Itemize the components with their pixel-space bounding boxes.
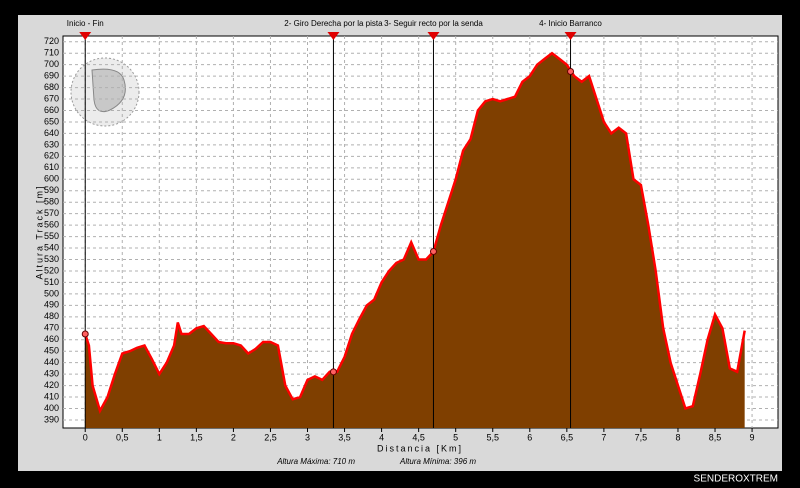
y-tick-label: 440 bbox=[44, 357, 59, 367]
y-tick-label: 470 bbox=[44, 323, 59, 333]
elevation-line bbox=[84, 51, 746, 415]
waypoint-marker bbox=[81, 330, 89, 338]
y-tick-label: 700 bbox=[44, 59, 59, 69]
y-tick-label: 450 bbox=[44, 346, 59, 356]
y-tick-label: 640 bbox=[44, 128, 59, 138]
y-tick-label: 420 bbox=[44, 380, 59, 390]
y-tick-label: 530 bbox=[44, 254, 59, 264]
x-tick-label: 0 bbox=[83, 432, 88, 442]
y-tick-label: 510 bbox=[44, 277, 59, 287]
waypoint-marker bbox=[567, 68, 575, 76]
y-tick-label: 580 bbox=[44, 197, 59, 207]
y-tick-label: 680 bbox=[44, 82, 59, 92]
y-tick-label: 690 bbox=[44, 70, 59, 80]
y-tick-label: 660 bbox=[44, 105, 59, 115]
x-tick-label: 1,5 bbox=[190, 432, 203, 442]
y-tick-label: 480 bbox=[44, 311, 59, 321]
y-axis-label: Altura Track [m] bbox=[34, 184, 44, 279]
y-tick-label: 710 bbox=[44, 48, 59, 58]
y-tick-label: 410 bbox=[44, 391, 59, 401]
y-tick-label: 390 bbox=[44, 414, 59, 424]
x-tick-label: 5,5 bbox=[486, 432, 499, 442]
x-axis-label: Distancia [Km] bbox=[377, 443, 463, 453]
y-tick-label: 490 bbox=[44, 300, 59, 310]
max-text: Altura Máxima: 710 m bbox=[276, 457, 355, 466]
y-tick-label: 610 bbox=[44, 162, 59, 172]
x-tick-label: 8 bbox=[675, 432, 680, 442]
waypoint-label: Inicio - Fin bbox=[67, 19, 104, 28]
elevation-area bbox=[85, 53, 745, 428]
y-tick-label: 520 bbox=[44, 265, 59, 275]
waypoint-label: 4- Inicio Barranco bbox=[539, 19, 602, 28]
y-tick-label: 650 bbox=[44, 116, 59, 126]
x-tick-label: 6,5 bbox=[561, 432, 574, 442]
y-tick-label: 600 bbox=[44, 174, 59, 184]
x-tick-label: 4,5 bbox=[412, 432, 425, 442]
waypoint-flag bbox=[427, 32, 440, 40]
x-tick-label: 2 bbox=[231, 432, 236, 442]
y-tick-label: 630 bbox=[44, 139, 59, 149]
x-tick-label: 9 bbox=[750, 432, 755, 442]
y-tick-label: 540 bbox=[44, 242, 59, 252]
y-tick-label: 620 bbox=[44, 151, 59, 161]
waypoint-flag bbox=[79, 32, 92, 40]
waypoint-marker bbox=[429, 247, 437, 255]
waypoint-label: 2- Giro Derecha por la pista bbox=[284, 19, 383, 28]
y-tick-label: 560 bbox=[44, 219, 59, 229]
y-tick-label: 590 bbox=[44, 185, 59, 195]
y-tick-label: 670 bbox=[44, 93, 59, 103]
y-tick-label: 430 bbox=[44, 369, 59, 379]
waypoint-flag bbox=[564, 32, 577, 40]
y-tick-label: 400 bbox=[44, 403, 59, 413]
x-tick-label: 4 bbox=[379, 432, 384, 442]
x-tick-label: 3 bbox=[305, 432, 310, 442]
min-text: Altura Mínima: 396 m bbox=[399, 457, 476, 466]
waypoint-label: 3- Seguir recto por la senda bbox=[384, 19, 483, 28]
y-tick-label: 460 bbox=[44, 334, 59, 344]
y-tick-label: 550 bbox=[44, 231, 59, 241]
logo bbox=[70, 57, 140, 127]
y-tick-label: 570 bbox=[44, 208, 59, 218]
x-tick-label: 1 bbox=[157, 432, 162, 442]
x-tick-label: 3,5 bbox=[338, 432, 351, 442]
x-tick-label: 2,5 bbox=[264, 432, 277, 442]
waypoint-marker bbox=[329, 368, 337, 376]
x-tick-label: 8,5 bbox=[709, 432, 722, 442]
waypoint-flag bbox=[327, 32, 340, 40]
x-tick-label: 7,5 bbox=[635, 432, 648, 442]
watermark: SENDEROXTREM bbox=[694, 474, 778, 485]
x-tick-label: 7 bbox=[601, 432, 606, 442]
x-tick-label: 0,5 bbox=[116, 432, 129, 442]
x-tick-label: 5 bbox=[453, 432, 458, 442]
x-tick-label: 6 bbox=[527, 432, 532, 442]
y-tick-label: 720 bbox=[44, 36, 59, 46]
y-tick-label: 500 bbox=[44, 288, 59, 298]
